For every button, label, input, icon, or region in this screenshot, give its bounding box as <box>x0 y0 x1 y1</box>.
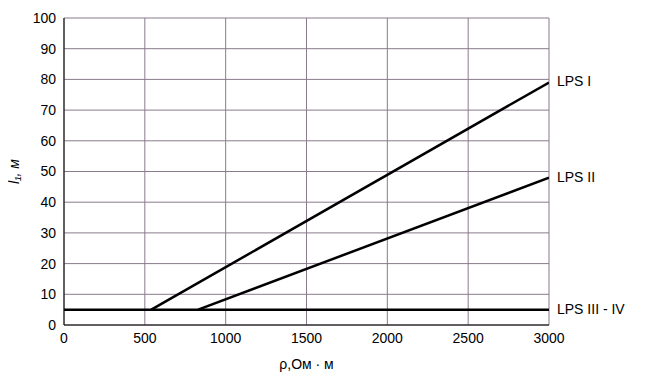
svg-text:60: 60 <box>40 133 56 149</box>
svg-text:LPS II: LPS II <box>557 169 595 185</box>
svg-text:LPS I: LPS I <box>557 73 591 89</box>
svg-text:70: 70 <box>40 102 56 118</box>
svg-text:1000: 1000 <box>210 330 241 346</box>
svg-text:50: 50 <box>40 163 56 179</box>
svg-text:ρ,Ом · м: ρ,Ом · м <box>279 356 333 372</box>
svg-text:LPS III - IV: LPS III - IV <box>557 301 625 317</box>
svg-text:0: 0 <box>60 330 68 346</box>
svg-text:40: 40 <box>40 194 56 210</box>
svg-text:100: 100 <box>33 10 57 26</box>
svg-text:l₁, м: l₁, м <box>8 159 22 184</box>
svg-text:0: 0 <box>48 317 56 333</box>
svg-text:10: 10 <box>40 286 56 302</box>
svg-text:1500: 1500 <box>291 330 322 346</box>
svg-text:80: 80 <box>40 71 56 87</box>
svg-text:2500: 2500 <box>453 330 484 346</box>
svg-text:500: 500 <box>133 330 157 346</box>
svg-text:3000: 3000 <box>533 330 564 346</box>
svg-text:2000: 2000 <box>372 330 403 346</box>
svg-text:30: 30 <box>40 225 56 241</box>
svg-text:20: 20 <box>40 256 56 272</box>
svg-text:90: 90 <box>40 41 56 57</box>
